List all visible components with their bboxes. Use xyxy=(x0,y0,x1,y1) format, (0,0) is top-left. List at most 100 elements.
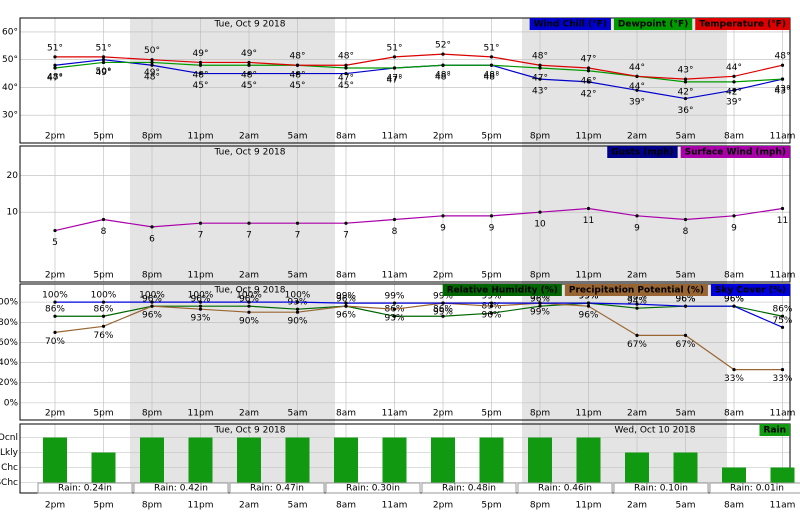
legend-item: Surface Wind (mph) xyxy=(680,146,790,158)
point xyxy=(441,63,445,67)
legend-item: Wind Chill (°F) xyxy=(529,18,611,30)
x-tick-label: 2am xyxy=(239,409,259,419)
x-tick-label: 8am xyxy=(336,409,356,419)
data-label: 39° xyxy=(629,98,645,108)
data-label: 51° xyxy=(47,43,63,53)
data-label: 48° xyxy=(484,71,500,81)
series-line xyxy=(55,302,783,317)
data-label: 99% xyxy=(578,292,598,302)
data-label: 99% xyxy=(530,292,550,302)
data-label: 5 xyxy=(52,238,58,248)
data-label: 48° xyxy=(338,52,354,62)
data-label: 96% xyxy=(336,295,356,305)
data-label: 44° xyxy=(726,63,742,73)
point xyxy=(295,221,300,225)
data-label: 9 xyxy=(731,223,737,233)
data-label: 76% xyxy=(93,331,113,341)
x-tick-label: 2pm xyxy=(45,409,65,419)
point xyxy=(101,58,106,62)
data-label: 48° xyxy=(435,73,451,83)
point xyxy=(53,314,57,318)
data-label: 47° xyxy=(532,74,548,84)
point xyxy=(732,80,736,84)
data-label: 100% xyxy=(139,291,165,301)
x-tick-label: 11am xyxy=(770,501,796,511)
data-label: 45° xyxy=(290,81,306,91)
x-tick-label: 8pm xyxy=(530,409,550,419)
x-tick-label: 5pm xyxy=(93,501,113,511)
data-label: 96% xyxy=(530,295,550,305)
series-line xyxy=(54,207,783,232)
legend-label: Gusts (mph) xyxy=(611,148,673,158)
point xyxy=(489,63,494,67)
legend-label: Wind Chill (°F) xyxy=(534,20,607,30)
data-label: 49° xyxy=(144,68,160,78)
date-label: Tue, Oct 9 2018 xyxy=(213,148,285,158)
y-tick-label: 100% xyxy=(0,298,18,308)
data-label: 75% xyxy=(772,316,792,326)
point xyxy=(392,307,397,311)
point xyxy=(392,301,397,305)
legend-label: Sky Cover (%) xyxy=(715,286,786,296)
data-label: 45° xyxy=(193,81,209,91)
data-label: 7 xyxy=(246,231,252,241)
legend-box xyxy=(695,18,790,30)
point xyxy=(732,368,736,372)
point xyxy=(635,306,639,310)
point xyxy=(489,301,494,305)
legend-label: Temperature (°F) xyxy=(699,20,786,30)
x-tick-label: 5pm xyxy=(93,409,113,419)
legend-box xyxy=(613,18,693,30)
point xyxy=(780,206,785,211)
data-label: 47° xyxy=(581,55,597,65)
x-tick-label: 11pm xyxy=(576,271,602,281)
point xyxy=(150,304,154,308)
data-label: 42° xyxy=(581,89,597,99)
data-label: 99% xyxy=(530,308,550,318)
point xyxy=(732,214,736,218)
data-label: 96% xyxy=(239,295,259,305)
point xyxy=(150,300,154,304)
y-tick-label: 60° xyxy=(2,27,18,37)
legend-item: Sky Cover (%) xyxy=(710,284,790,296)
data-label: 45° xyxy=(338,81,354,91)
x-tick-label: 2am xyxy=(239,132,259,142)
data-label: 6 xyxy=(149,234,155,244)
point xyxy=(441,214,445,218)
x-tick-label: 5pm xyxy=(481,132,501,142)
point xyxy=(732,88,736,92)
data-label: 8 xyxy=(683,227,689,237)
x-tick-label: 8am xyxy=(724,132,744,142)
data-label: 8 xyxy=(392,227,398,237)
rain-total: Rain: 0.47in xyxy=(250,484,304,494)
x-tick-label: 11pm xyxy=(188,409,214,419)
x-tick-label: 2am xyxy=(627,409,647,419)
point xyxy=(489,311,494,315)
point xyxy=(150,60,154,65)
point xyxy=(635,333,639,337)
date-label: Tue, Oct 9 2018 xyxy=(213,286,285,296)
point xyxy=(53,55,57,59)
point xyxy=(53,228,57,233)
rain-total: Rain: 0.48in xyxy=(442,484,496,494)
panel-frame xyxy=(19,17,791,144)
x-tick-label: 5pm xyxy=(481,409,501,419)
y-tick-label: 20 xyxy=(7,171,19,181)
data-label: 90% xyxy=(287,317,307,327)
point xyxy=(150,58,154,62)
x-tick-label: 11pm xyxy=(188,501,214,511)
point xyxy=(344,221,348,225)
panel-frame xyxy=(19,283,791,421)
data-label: 45° xyxy=(241,81,257,91)
point xyxy=(732,74,736,78)
rain-total: Rain: 0.01in xyxy=(730,484,784,494)
point xyxy=(586,66,591,70)
data-label: 50° xyxy=(96,67,112,77)
data-label: 44° xyxy=(629,63,645,73)
point xyxy=(780,63,785,67)
point xyxy=(538,210,542,214)
point xyxy=(441,52,445,56)
total-box xyxy=(229,482,325,494)
point xyxy=(683,77,688,81)
point xyxy=(198,307,203,311)
